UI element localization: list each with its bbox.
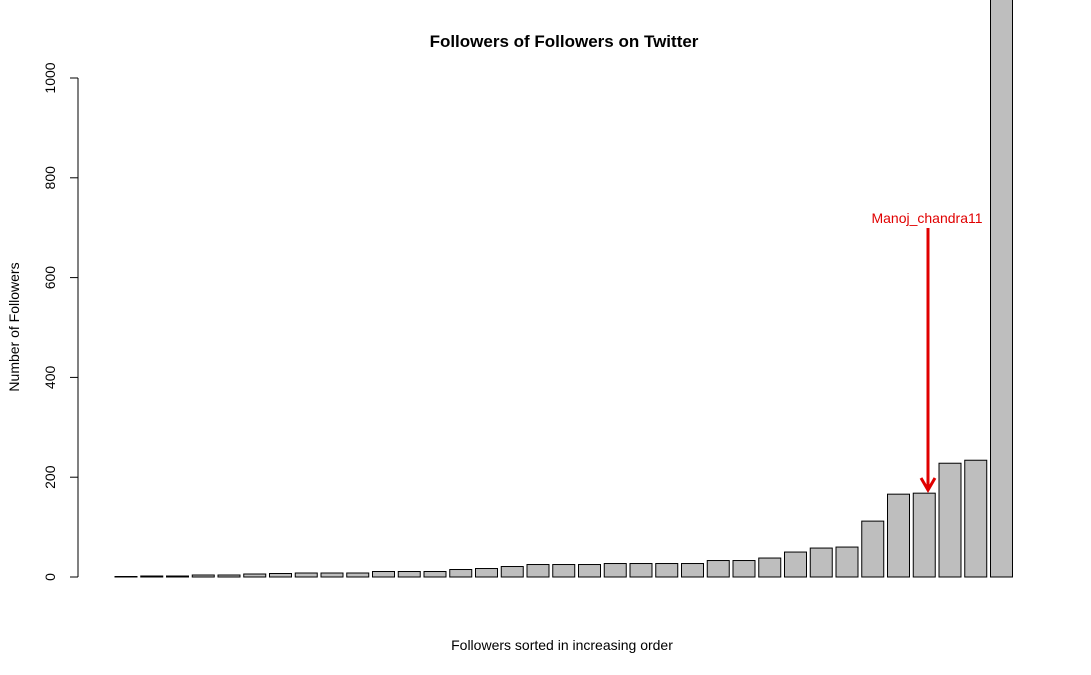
y-tick-label: 600: [42, 266, 58, 290]
y-axis: 0 200 400 600 800 1000: [42, 62, 79, 581]
bars: [114, 0, 1013, 578]
bar: [784, 551, 807, 578]
y-tick-label: 1000: [42, 62, 58, 93]
bar: [887, 493, 910, 578]
y-tick-label: 400: [42, 366, 58, 390]
bar: [706, 560, 730, 578]
bar: [475, 568, 498, 578]
bar: [603, 563, 627, 578]
bar: [243, 573, 267, 578]
bar: [938, 462, 962, 578]
bar: [397, 571, 421, 578]
bar: [269, 573, 292, 578]
bar: [552, 564, 576, 578]
bar: [681, 563, 704, 578]
bar: [912, 492, 936, 578]
bar: [423, 571, 447, 578]
bar: [809, 547, 833, 578]
y-axis-label: Number of Followers: [6, 262, 22, 391]
bar: [500, 566, 524, 578]
bar: [990, 0, 1013, 578]
bar: [655, 563, 679, 578]
bar: [191, 574, 215, 578]
x-axis-label: Followers sorted in increasing order: [451, 637, 673, 653]
bar: [166, 575, 189, 578]
annotation-arrowhead: [919, 477, 937, 493]
bar: [758, 557, 782, 578]
bar: [217, 574, 241, 578]
annotation: Manoj_chandra11: [871, 210, 982, 226]
bar: [449, 569, 473, 578]
y-tick-label: 0: [42, 573, 58, 581]
bar: [526, 564, 550, 578]
bar: [861, 520, 885, 578]
bar: [320, 572, 344, 578]
bar: [140, 575, 164, 578]
bar: [835, 546, 859, 578]
bar: [346, 572, 370, 578]
y-tick-label: 200: [42, 465, 58, 489]
bar: [372, 571, 395, 578]
chart-title: Followers of Followers on Twitter: [430, 32, 699, 51]
bar: [732, 560, 756, 578]
bar: [578, 564, 601, 578]
bar: [629, 563, 653, 578]
y-tick-label: 800: [42, 166, 58, 190]
bar: [964, 459, 988, 578]
bar: [294, 572, 318, 578]
